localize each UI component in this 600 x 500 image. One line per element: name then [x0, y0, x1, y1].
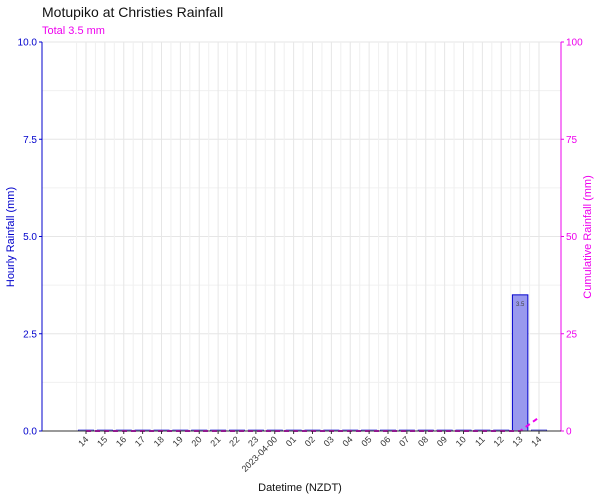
- chart-title: Motupiko at Christies Rainfall: [42, 4, 223, 20]
- bar: [511, 294, 529, 432]
- x-tick-label: 10: [454, 434, 468, 448]
- y-tick-label-right: 0: [566, 427, 572, 438]
- x-tick-label: 18: [152, 434, 166, 448]
- y-axis-title-right: Cumulative Rainfall (mm): [582, 175, 594, 298]
- x-tick-label: 12: [492, 434, 506, 448]
- y-axis-title-left: Hourly Rainfall (mm): [5, 187, 17, 287]
- bar-data-label: 3.5: [516, 302, 525, 308]
- y-tick-label-right: 100: [566, 38, 583, 49]
- x-tick-label: 14: [76, 434, 90, 448]
- chart-subtitle: Total 3.5 mm: [42, 25, 105, 37]
- x-tick-label: 09: [435, 434, 449, 448]
- x-tick-label: 11: [473, 434, 487, 448]
- axes: 0.0 2.5 5.0 7.5 10.0 0 25 50 75 100 14 15 16 17 18 19 20…: [18, 38, 584, 474]
- y-tick-label-left: 0.0: [23, 427, 37, 438]
- y-tick-label-right: 75: [566, 135, 578, 146]
- x-tick-label: 04: [341, 434, 355, 448]
- x-axis-title: Datetime (NZDT): [258, 482, 342, 494]
- x-tick-label: 06: [378, 434, 392, 448]
- y-tick-label-right: 25: [566, 329, 578, 340]
- x-tick-label: 20: [190, 434, 204, 448]
- y-tick-label-left: 7.5: [23, 135, 37, 146]
- x-tick-label: 15: [95, 434, 109, 448]
- x-tick-label: 01: [284, 434, 298, 448]
- x-tick-label: 16: [114, 434, 128, 448]
- x-tick-label: 14: [529, 434, 543, 448]
- y-tick-label-left: 5.0: [23, 232, 37, 243]
- y-tick-label-left: 10.0: [18, 38, 38, 49]
- x-tick-label: 17: [133, 434, 147, 448]
- x-tick-label: 05: [359, 434, 373, 448]
- x-tick-label: 2023-04-00: [240, 434, 280, 474]
- x-tick-label: 23: [246, 434, 260, 448]
- x-tick-label: 13: [510, 434, 524, 448]
- x-tick-label: 08: [416, 434, 430, 448]
- x-tick-label: 22: [227, 434, 241, 448]
- x-tick-label: 03: [322, 434, 336, 448]
- gridlines: [42, 41, 561, 432]
- y-tick-label-left: 2.5: [23, 329, 37, 340]
- x-tick-label: 19: [171, 434, 185, 448]
- x-tick-label: 02: [303, 434, 317, 448]
- x-tick-label: 21: [208, 434, 222, 448]
- x-tick-label: 07: [397, 434, 411, 448]
- y-tick-label-right: 50: [566, 232, 578, 243]
